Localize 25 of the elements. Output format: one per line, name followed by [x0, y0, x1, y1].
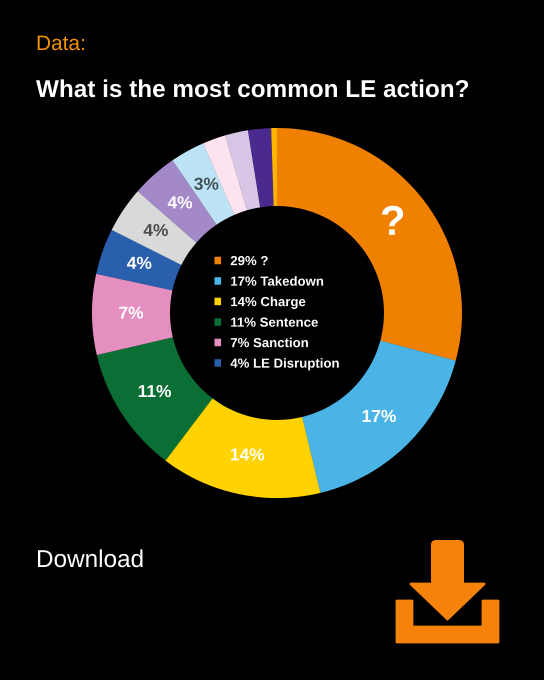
legend-label: 4% LE Disruption — [230, 358, 339, 370]
legend-label: 17% Takedown — [231, 276, 324, 286]
donut-slice — [96, 337, 212, 461]
chart-title: What is the most common LE action? — [36, 79, 468, 98]
data-label: 17% — [362, 410, 396, 422]
data-label: 11% — [138, 384, 172, 398]
data-label: ? — [382, 206, 404, 235]
data-label: 7% — [119, 306, 144, 319]
donut-slice — [271, 128, 277, 206]
legend-label: 29% ? — [230, 256, 268, 266]
data-label: 14% — [230, 448, 264, 461]
legend-label: 11% Sentence — [231, 317, 318, 327]
chart-subtitle: Data: — [38, 36, 84, 50]
donut-slice — [225, 130, 260, 210]
data-label: 4% — [127, 256, 152, 270]
data-label: 4% — [168, 196, 192, 208]
donut-slice — [165, 398, 320, 498]
donut-slice — [248, 128, 274, 208]
text: Download — [38, 549, 143, 568]
data-label: 3% — [194, 178, 218, 190]
legend-label: 14% Charge — [231, 296, 306, 309]
donut-slice — [92, 274, 173, 355]
data-label: 4% — [144, 224, 168, 236]
donut-slice — [138, 160, 217, 243]
legend-label: 7% Sanction — [230, 338, 308, 348]
